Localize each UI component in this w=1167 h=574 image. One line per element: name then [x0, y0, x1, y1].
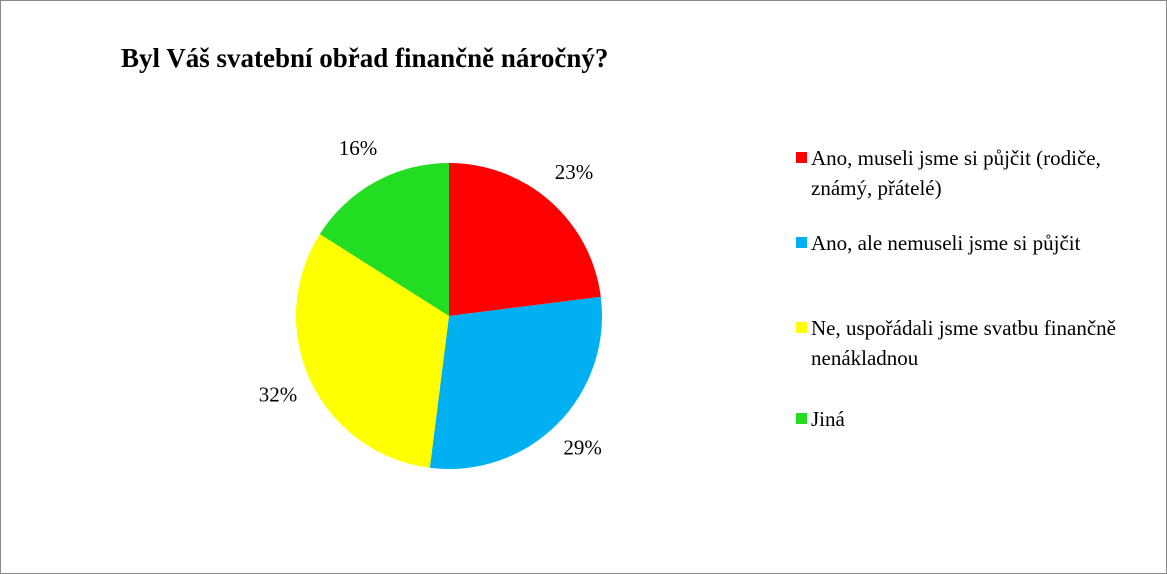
legend-swatch — [796, 413, 807, 424]
legend-item: Ne, uspořádali jsme svatbu finančně nená… — [796, 313, 1156, 373]
legend-label: Ano, museli jsme si půjčit (rodiče, znám… — [811, 146, 1101, 200]
legend-label: Ano, ale nemuseli jsme si půjčit — [811, 231, 1081, 255]
legend-item: Ano, museli jsme si půjčit (rodiče, znám… — [796, 143, 1156, 203]
legend-swatch — [796, 152, 807, 163]
data-label: 32% — [259, 382, 298, 406]
legend-item: Ano, ale nemuseli jsme si půjčit — [796, 228, 1156, 258]
legend-item: Jiná — [796, 404, 1156, 434]
legend-swatch — [796, 322, 807, 333]
legend-swatch — [796, 237, 807, 248]
pie-slice — [449, 163, 601, 316]
data-label: 23% — [555, 160, 594, 184]
pie-slice — [319, 163, 449, 316]
legend-label: Ne, uspořádali jsme svatbu finančně nená… — [811, 316, 1116, 370]
legend-label: Jiná — [811, 407, 845, 431]
chart-title: Byl Váš svatební obřad finančně náročný? — [121, 43, 609, 73]
data-label: 29% — [563, 435, 602, 459]
pie-slice — [295, 234, 449, 468]
pie-slice — [429, 296, 602, 469]
data-label: 16% — [339, 136, 378, 160]
